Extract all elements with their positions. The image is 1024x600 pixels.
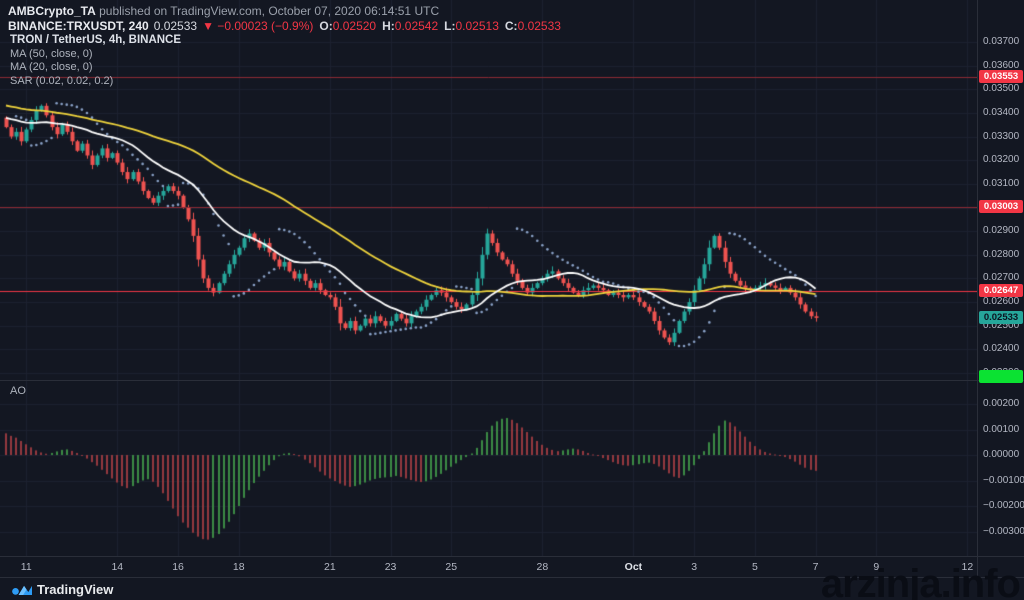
price-badge-clipped xyxy=(979,369,1023,383)
legend-symbol-title[interactable]: TRON / TetherUS, 4h, BINANCE xyxy=(10,34,182,46)
open-label: O: xyxy=(319,19,333,33)
ao-tick-label: 0.00100 xyxy=(983,423,1020,435)
time-tick-label: 12 xyxy=(961,561,974,573)
close-label: C: xyxy=(504,19,518,33)
byline: AMBCrypto_TA published on TradingView.co… xyxy=(8,4,561,19)
publish-header: AMBCrypto_TA published on TradingView.co… xyxy=(8,4,561,34)
time-tick-label: 5 xyxy=(751,561,758,573)
price-tick-label: 0.02800 xyxy=(983,248,1020,260)
publish-info: published on TradingView.com, October 07… xyxy=(95,4,440,18)
price-tick-label: 0.02700 xyxy=(983,272,1020,284)
tradingview-logo-icon[interactable] xyxy=(10,582,32,597)
ao-tick-label: −0.00100 xyxy=(983,474,1024,486)
pane-separator[interactable] xyxy=(0,380,1024,381)
price-tick-label: 0.03500 xyxy=(983,83,1020,95)
price-tick-label: 0.02500 xyxy=(983,319,1020,331)
legend-ma20[interactable]: MA (20, close, 0) xyxy=(10,61,93,73)
price-badge-0.03003: 0.03003 xyxy=(979,200,1023,214)
price-tick-label: 0.03600 xyxy=(983,59,1020,71)
ao-tick-label: 0.00000 xyxy=(983,449,1020,460)
time-axis[interactable]: 11 14 16 18 21 23 25 28 Oct 3 5 7 9 12 xyxy=(0,556,1024,578)
time-tick-label: 18 xyxy=(232,561,245,573)
time-tick-label: 3 xyxy=(691,561,698,573)
time-tick-label: 14 xyxy=(111,561,124,573)
price-tick-label: 0.03300 xyxy=(983,130,1020,142)
close-value: 0.02533 xyxy=(517,19,561,33)
price-change: ▼ −0.00023 (−0.9%) xyxy=(202,19,314,33)
high-label: H: xyxy=(382,19,395,33)
price-tick-label: 0.03700 xyxy=(983,36,1020,47)
tradingview-logo-text[interactable]: TradingView xyxy=(37,582,114,597)
price-axis[interactable]: 0.03700 0.03600 0.03500 0.03400 0.03300 0.032… xyxy=(977,0,1024,577)
open-value: 0.02520 xyxy=(332,19,377,33)
price-badge-0.02647: 0.02647 xyxy=(979,284,1023,298)
ao-tick-label: −0.00200 xyxy=(983,500,1024,511)
time-tick-label: 7 xyxy=(812,561,819,573)
low-label: L: xyxy=(444,19,456,33)
low-value: 0.02513 xyxy=(455,19,499,33)
time-tick-label: 16 xyxy=(172,561,184,573)
price-tick-label: 0.02400 xyxy=(983,343,1020,355)
time-tick-label: 23 xyxy=(384,561,397,573)
last-price: 0.02533 xyxy=(153,19,198,33)
time-tick-label: 25 xyxy=(445,561,458,573)
author-name: AMBCrypto_TA xyxy=(8,4,96,18)
price-tick-label: 0.03400 xyxy=(983,106,1020,118)
time-tick-label: 21 xyxy=(323,561,336,573)
price-chart-canvas[interactable] xyxy=(0,0,977,556)
symbol-label[interactable]: BINANCE:TRXUSDT, 240 xyxy=(8,19,149,33)
ao-tick-label: −0.00300 xyxy=(983,525,1024,537)
time-tick-label: 9 xyxy=(873,561,880,573)
price-badge-0.02533: 0.02533 xyxy=(979,311,1023,325)
time-tick-label: 28 xyxy=(536,561,549,573)
high-value: 0.02542 xyxy=(394,19,439,33)
price-tick-label: 0.02900 xyxy=(983,225,1020,237)
price-tick-label: 0.02600 xyxy=(983,296,1020,308)
time-tick-label: 11 xyxy=(20,561,32,573)
ao-indicator-label[interactable]: AO xyxy=(10,385,26,397)
price-badge-0.03553: 0.03553 xyxy=(979,70,1023,84)
legend-ma50[interactable]: MA (50, close, 0) xyxy=(10,47,93,60)
legend-sar[interactable]: SAR (0.02, 0.02, 0.2) xyxy=(10,74,114,87)
chart-legend: TRON / TetherUS, 4h, BINANCE MA (50, clo… xyxy=(10,34,181,88)
time-tick-label: Oct xyxy=(624,561,643,573)
price-tick-label: 0.03100 xyxy=(983,177,1020,189)
ao-tick-label: 0.00200 xyxy=(983,398,1020,409)
price-tick-label: 0.03200 xyxy=(983,154,1020,166)
symbol-status-line: BINANCE:TRXUSDT, 240 0.02533 ▼ −0.00023 (−… xyxy=(8,19,561,34)
tradingview-attribution-bar: TradingView xyxy=(0,577,1024,600)
